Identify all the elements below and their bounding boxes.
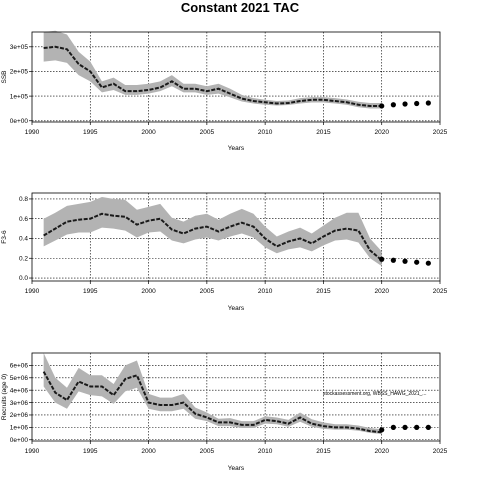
panel-2-xtick-label-2: 2000 [141,448,156,455]
panel-0-projection-point-0 [379,103,385,109]
panel-2-projection-point-0 [379,427,385,433]
panel-2-ylabel: Recruits (age 0) [1,374,8,420]
panel-0: 1990 1995 2000 2005 2010 2015 2020 2025 0e+00 1e+… [1,30,448,152]
panel-1-xtick-label-3: 2005 [200,288,215,295]
panel-1-xtick-label-4: 2010 [258,288,273,295]
panel-1: 1990 1995 2000 2005 2010 2015 2020 2025 0.0 0.2 0.… [1,192,448,312]
panel-0-projection-point-4 [425,100,431,106]
panel-1-xtick-label-6: 2020 [374,288,389,295]
panel-2-estimate-line [42,371,382,434]
panel-1-projection-point-4 [425,260,431,266]
panel-0-ytick-label-3: 3e+05 [10,44,29,51]
panel-0-xtick-label-1: 1995 [83,129,98,136]
panel-1-projection-point-3 [414,259,420,265]
panel-2-note: stockassessment.org, WBSS_HAWG_2021_... [323,391,426,397]
panel-2-projection-point-4 [425,424,431,430]
panel-0-ytick-label-0: 0e+00 [10,118,29,125]
panel-1-xtick-label-2: 2000 [141,288,156,295]
panel-1-ytick-label-3: 0.6 [19,216,28,223]
panel-1-projection-point-1 [390,257,396,263]
panel-0-confidence-band [43,30,382,109]
panel-2-xtick-label-3: 2005 [200,448,215,455]
panel-2-confidence-band [43,353,382,435]
panel-1-ytick-label-2: 0.4 [19,236,28,243]
panel-0-xtick-label-2: 2000 [141,129,156,136]
panel-0-xtick-label-7: 2025 [433,129,448,136]
panel-2: 1990 1995 2000 2005 2010 2015 2020 2025 0e+00 1e+… [1,352,448,472]
panel-2-projection-point-1 [390,424,396,430]
panel-1-xlabel: Years [228,305,245,312]
panel-2-xlabel: Years [228,465,245,472]
panel-1-xtick-label-7: 2025 [433,288,448,295]
panel-0-projection-point-1 [390,102,396,108]
panel-1-ytick-label-1: 0.2 [19,255,28,262]
panel-2-xtick-label-0: 1990 [25,448,40,455]
panel-2-ytick-label-4: 4e+06 [10,387,29,394]
panel-1-ytick-label-4: 0.8 [19,196,28,203]
panel-1-xtick-label-1: 1995 [83,288,98,295]
panel-1-confidence-band [43,196,382,267]
panel-2-xtick-label-5: 2015 [316,448,331,455]
panel-1-xtick-label-5: 2015 [316,288,331,295]
panel-2-ytick-label-0: 0e+00 [10,437,29,444]
panel-0-xlabel: Years [228,145,245,152]
panel-2-xtick-label-6: 2020 [374,448,389,455]
panel-2-ytick-label-3: 3e+06 [10,400,29,407]
panel-0-projection-point-2 [402,101,408,107]
panel-2-xtick-label-1: 1995 [83,448,98,455]
panel-0-xtick-label-3: 2005 [200,129,215,136]
panel-2-projection-point-2 [402,424,408,430]
panel-0-ytick-label-1: 1e+05 [10,93,29,100]
panel-1-projection-point-0 [379,256,385,262]
panel-1-frame [31,192,441,282]
panel-0-ytick-label-2: 2e+05 [10,69,29,76]
panel-2-projection-point-3 [414,424,420,430]
panel-0-xtick-label-5: 2015 [316,129,331,136]
panel-1-xtick-label-0: 1990 [25,288,40,295]
panel-2-ytick-label-5: 5e+06 [10,375,29,382]
panel-0-xtick-label-4: 2010 [258,129,273,136]
panel-1-ytick-label-0: 0.0 [19,275,28,282]
panel-0-estimate-line [43,45,382,107]
panel-2-ytick-label-2: 2e+06 [10,412,29,419]
panel-2-ytick-label-1: 1e+06 [10,425,29,432]
panel-2-ytick-label-6: 6e+06 [10,363,29,370]
panel-2-frame [31,352,441,442]
panel-0-xtick-label-6: 2020 [374,129,389,136]
panel-1-ylabel: F3-6 [1,230,8,244]
panel-0-frame [31,31,441,123]
panel-2-xtick-label-4: 2010 [258,448,273,455]
panels: 1990 1995 2000 2005 2010 2015 2020 2025 0e+00 1e+… [1,30,448,472]
panel-2-xtick-label-7: 2025 [433,448,448,455]
panel-1-projection-point-2 [402,258,408,264]
panel-0-projection-point-3 [414,100,420,107]
panel-0-ylabel: SSB [1,70,8,83]
panel-0-xtick-label-0: 1990 [25,129,40,136]
chart-title: Constant 2021 TAC [181,0,300,15]
panel-1-estimate-line [43,212,383,262]
